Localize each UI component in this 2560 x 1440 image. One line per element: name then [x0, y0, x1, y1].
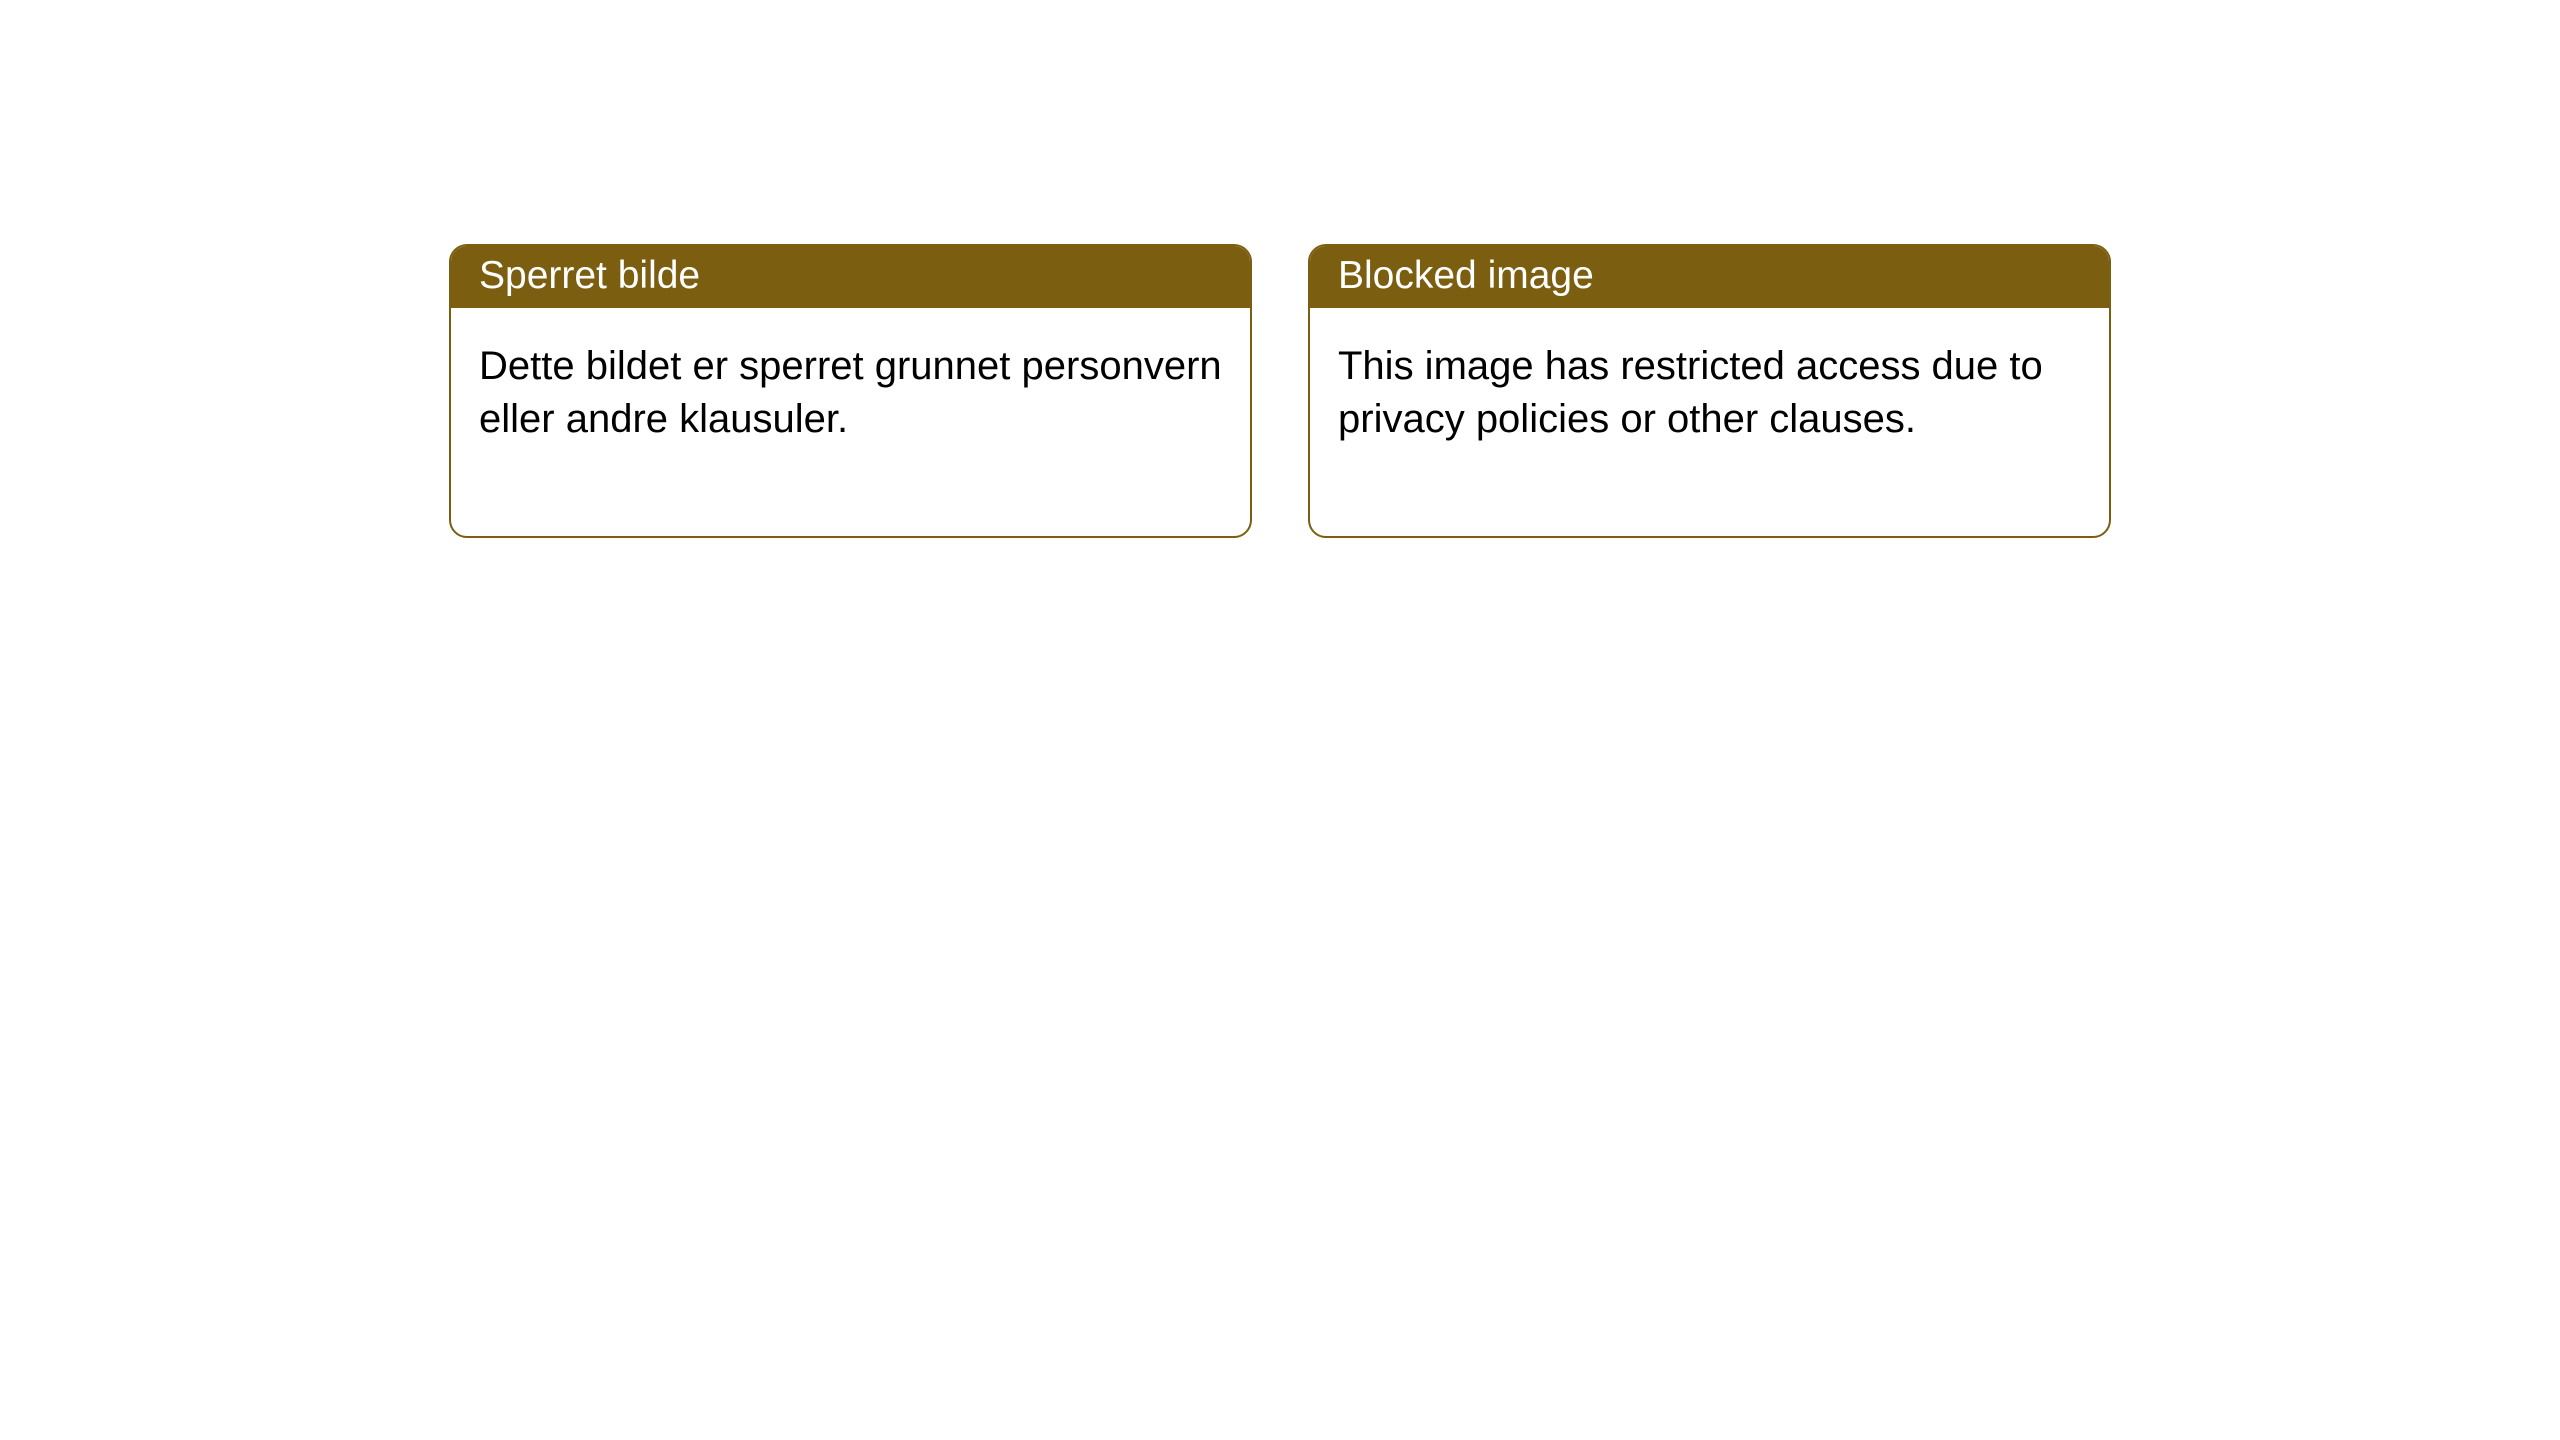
notice-header: Blocked image — [1310, 246, 2109, 308]
notice-container: Sperret bilde Dette bildet er sperret gr… — [0, 0, 2560, 538]
notice-header: Sperret bilde — [451, 246, 1250, 308]
notice-body: This image has restricted access due to … — [1310, 308, 2109, 536]
notice-card-english: Blocked image This image has restricted … — [1308, 244, 2111, 538]
notice-body: Dette bildet er sperret grunnet personve… — [451, 308, 1250, 536]
notice-card-norwegian: Sperret bilde Dette bildet er sperret gr… — [449, 244, 1252, 538]
